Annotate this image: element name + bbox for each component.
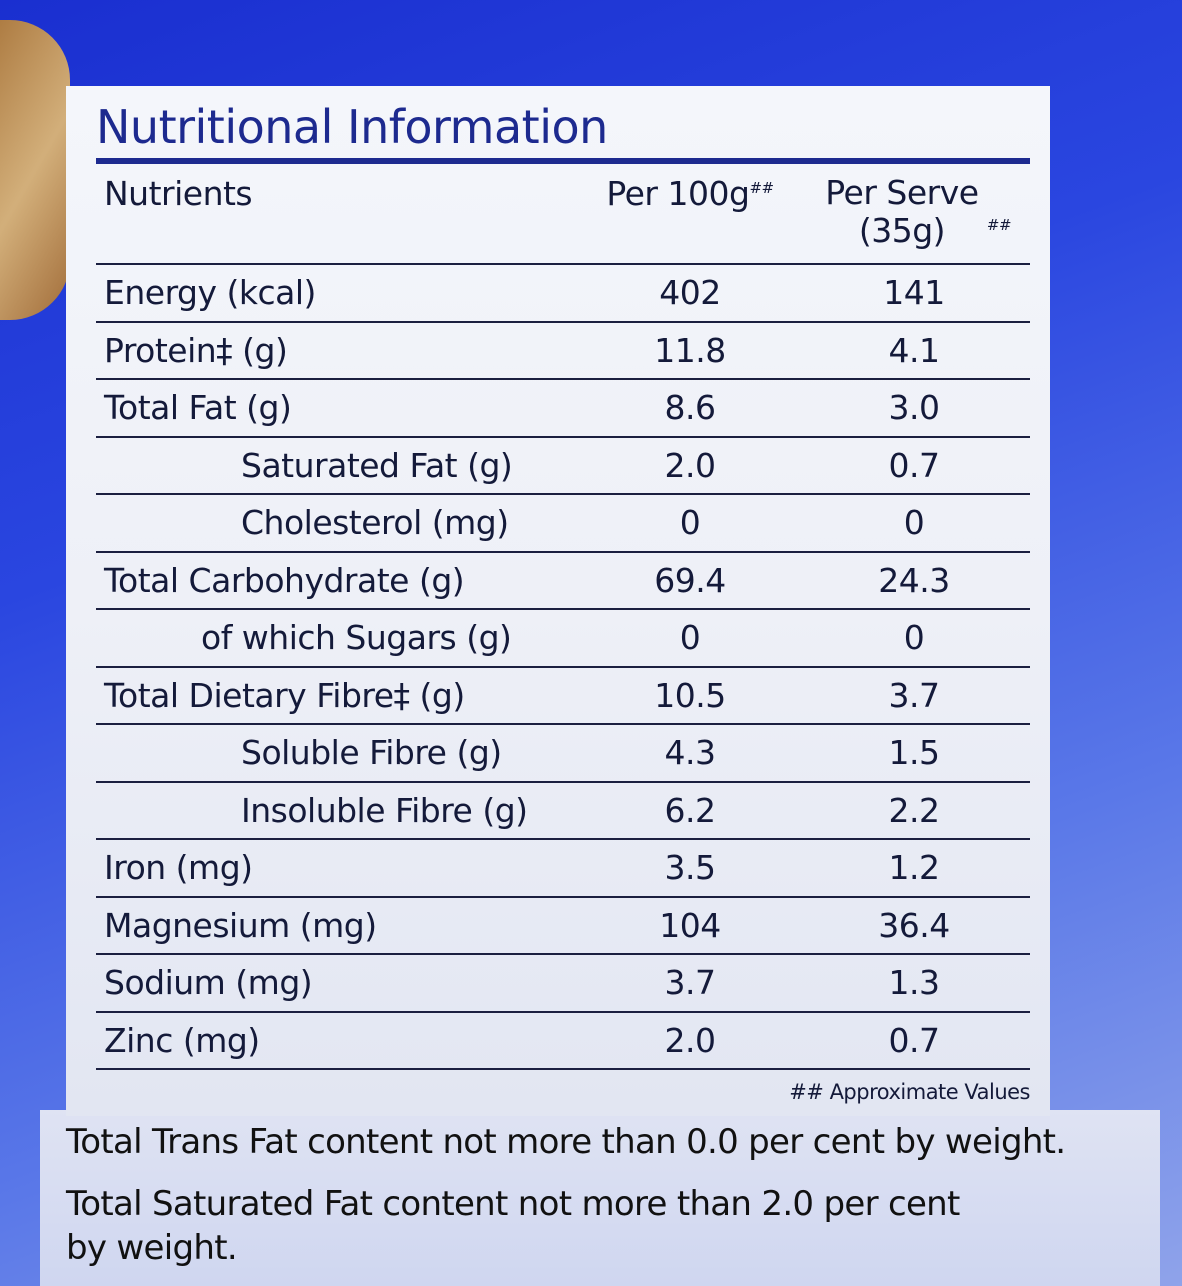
per-serve-value: 4.1 xyxy=(798,321,1030,380)
per-serve-value: 1.2 xyxy=(798,839,1030,898)
per-100g-value: 402 xyxy=(582,264,798,323)
oat-grain-illustration xyxy=(0,20,70,320)
header-row: Nutrients Per 100g## Per Serve (35g) ## xyxy=(96,168,1030,265)
nutrition-table: Nutrients Per 100g## Per Serve (35g) ## E… xyxy=(96,168,1030,1070)
per-serve-value: 36.4 xyxy=(798,896,1030,955)
nutrient-name: Zinc (mg) xyxy=(96,1011,582,1070)
per-100g-value: 104 xyxy=(582,896,798,955)
header-nutrients: Nutrients xyxy=(96,168,582,265)
nutrient-name: Magnesium (mg) xyxy=(96,896,582,955)
header-per-100g: Per 100g## xyxy=(582,168,798,265)
nutrient-name: Protein‡ (g) xyxy=(96,321,582,380)
table-row: Total Dietary Fibre‡ (g) 10.5 3.7 xyxy=(96,666,1030,725)
header-per-100g-text: Per 100g xyxy=(606,174,750,213)
table-row: Soluble Fibre (g) 4.3 1.5 xyxy=(96,724,1030,783)
header-per-serve: Per Serve (35g) ## xyxy=(798,168,1030,265)
statement-saturated-fat-cont: by weight. xyxy=(66,1228,238,1268)
table-row: Total Fat (g) 8.6 3.0 xyxy=(96,379,1030,438)
table-row: Zinc (mg) 2.0 0.7 xyxy=(96,1011,1030,1070)
per-serve-value: 0 xyxy=(798,609,1030,668)
nutrient-name: Total Dietary Fibre‡ (g) xyxy=(96,666,582,725)
per-serve-value: 1.5 xyxy=(798,724,1030,783)
nutrient-name: Soluble Fibre (g) xyxy=(96,724,582,783)
table-row: Protein‡ (g) 11.8 4.1 xyxy=(96,321,1030,380)
per-100g-value: 8.6 xyxy=(582,379,798,438)
per-100g-value: 6.2 xyxy=(582,781,798,840)
statement-saturated-fat: Total Saturated Fat content not more tha… xyxy=(66,1184,960,1224)
panel-title: Nutritional Information xyxy=(96,100,608,154)
nutrient-name: Energy (kcal) xyxy=(96,264,582,323)
table-row: Energy (kcal) 402 141 xyxy=(96,264,1030,323)
per-100g-value: 10.5 xyxy=(582,666,798,725)
per-serve-value: 1.3 xyxy=(798,954,1030,1013)
header-per-serve-text: Per Serve (35g) xyxy=(825,173,979,250)
per-serve-value: 3.0 xyxy=(798,379,1030,438)
per-100g-value: 69.4 xyxy=(582,551,798,610)
per-100g-value: 2.0 xyxy=(582,1011,798,1070)
nutrient-name: of which Sugars (g) xyxy=(96,609,582,668)
footnote: ## Approximate Values xyxy=(789,1080,1030,1104)
table-row: Saturated Fat (g) 2.0 0.7 xyxy=(96,436,1030,495)
per-100g-value: 3.5 xyxy=(582,839,798,898)
table-row: Total Carbohydrate (g) 69.4 24.3 xyxy=(96,551,1030,610)
table-row: Sodium (mg) 3.7 1.3 xyxy=(96,954,1030,1013)
per-100g-value: 3.7 xyxy=(582,954,798,1013)
per-100g-value: 0 xyxy=(582,494,798,553)
lower-panel xyxy=(40,1110,1160,1286)
per-100g-value: 2.0 xyxy=(582,436,798,495)
title-rule xyxy=(96,158,1030,164)
per-100g-value: 4.3 xyxy=(582,724,798,783)
nutrient-name: Sodium (mg) xyxy=(96,954,582,1013)
nutrient-name: Saturated Fat (g) xyxy=(96,436,582,495)
per-serve-value: 2.2 xyxy=(798,781,1030,840)
per-serve-value: 141 xyxy=(798,264,1030,323)
nutrient-name: Iron (mg) xyxy=(96,839,582,898)
per-serve-value: 0.7 xyxy=(798,1011,1030,1070)
per-serve-value: 0 xyxy=(798,494,1030,553)
nutrient-name: Cholesterol (mg) xyxy=(96,494,582,553)
per-100g-value: 0 xyxy=(582,609,798,668)
nutrient-name: Total Carbohydrate (g) xyxy=(96,551,582,610)
table-row: Magnesium (mg) 104 36.4 xyxy=(96,896,1030,955)
statement-trans-fat: Total Trans Fat content not more than 0.… xyxy=(66,1122,1066,1162)
per-serve-value: 3.7 xyxy=(798,666,1030,725)
table-row: Insoluble Fibre (g) 6.2 2.2 xyxy=(96,781,1030,840)
header-mark: ## xyxy=(986,216,1012,234)
header-mark: ## xyxy=(749,179,774,197)
table-row: of which Sugars (g) 0 0 xyxy=(96,609,1030,668)
table-row: Cholesterol (mg) 0 0 xyxy=(96,494,1030,553)
per-serve-value: 0.7 xyxy=(798,436,1030,495)
per-100g-value: 11.8 xyxy=(582,321,798,380)
nutrient-name: Insoluble Fibre (g) xyxy=(96,781,582,840)
table-row: Iron (mg) 3.5 1.2 xyxy=(96,839,1030,898)
nutrient-name: Total Fat (g) xyxy=(96,379,582,438)
per-serve-value: 24.3 xyxy=(798,551,1030,610)
